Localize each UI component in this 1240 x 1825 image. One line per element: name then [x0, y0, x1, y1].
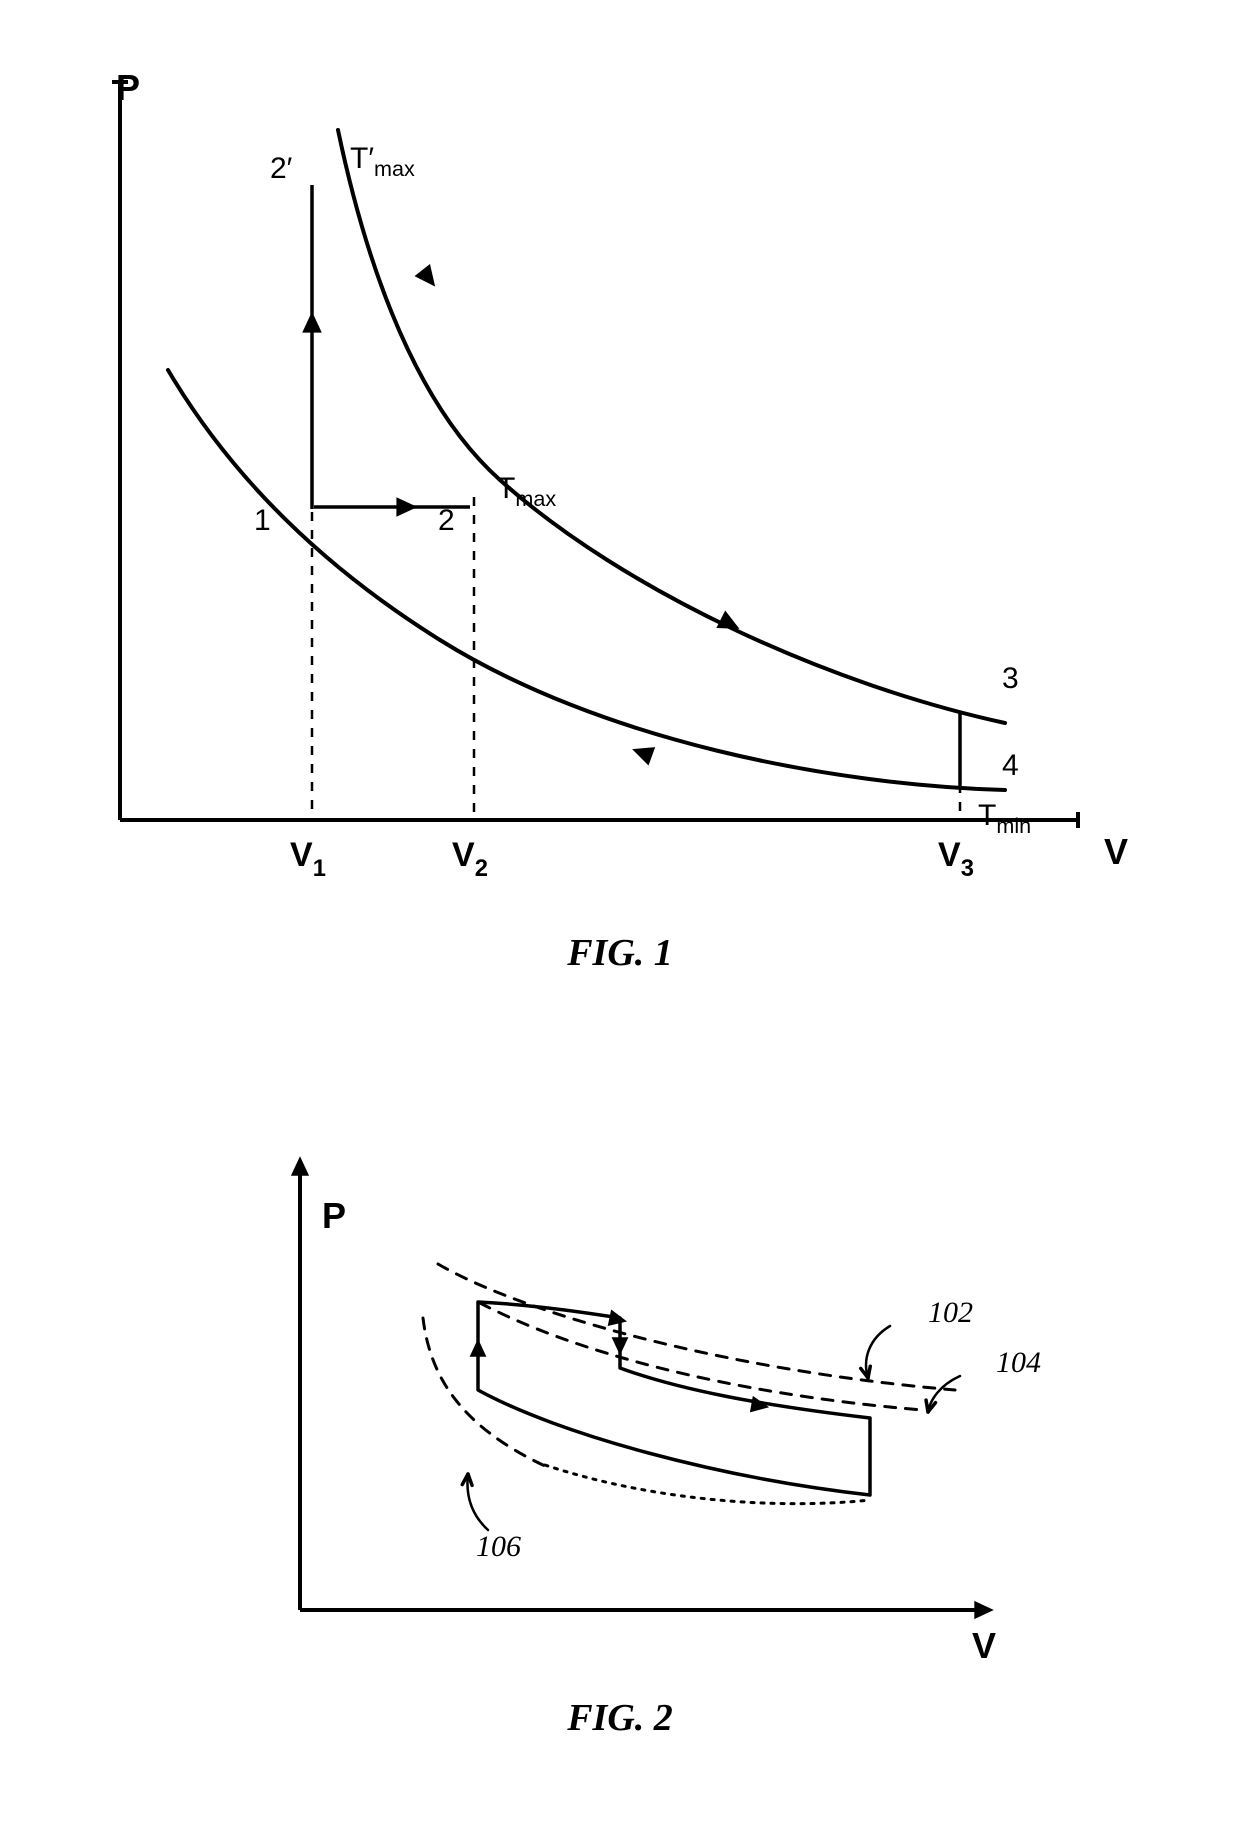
- temp-label-1: Tmax: [497, 472, 556, 511]
- figure-2-caption: FIG. 2: [566, 1697, 673, 1739]
- point-label-4: 4: [1002, 749, 1019, 782]
- temp-label-0: T′max: [350, 142, 415, 181]
- figure-2: V P 102 104 106 FIG. 2: [291, 1156, 1041, 1739]
- dashed-curve-0: [438, 1264, 955, 1390]
- callout-label-106: 106: [476, 1530, 521, 1563]
- callout-label-104: 104: [996, 1346, 1041, 1379]
- point-label-3: 3: [1002, 662, 1019, 695]
- upper-isotherm: [338, 130, 1005, 723]
- tick-v2: V2: [452, 836, 488, 882]
- point-label-2: 2: [438, 504, 455, 537]
- callout-label-102: 102: [928, 1296, 973, 1329]
- y-axis-label: P: [116, 67, 140, 108]
- temp-label-2: Tmin: [978, 799, 1031, 838]
- point-label-0: 2′: [270, 152, 293, 185]
- x-axis-label: V: [1104, 831, 1128, 872]
- figure-1-caption: FIG. 1: [566, 932, 673, 974]
- x-axis-label: V: [972, 1625, 996, 1666]
- figure-1: V P V1 V2 V3 2′ 1 2 3 4 T′max Tmax Tmin FIG. 1: [112, 67, 1128, 974]
- tick-v3: V3: [938, 836, 974, 882]
- lower-isotherm: [168, 370, 1005, 790]
- tick-v1: V1: [290, 836, 326, 882]
- y-axis-label: P: [322, 1195, 346, 1236]
- dotted-curve: [545, 1465, 870, 1504]
- dashed-curve-1: [480, 1303, 922, 1410]
- point-label-1: 1: [254, 504, 271, 537]
